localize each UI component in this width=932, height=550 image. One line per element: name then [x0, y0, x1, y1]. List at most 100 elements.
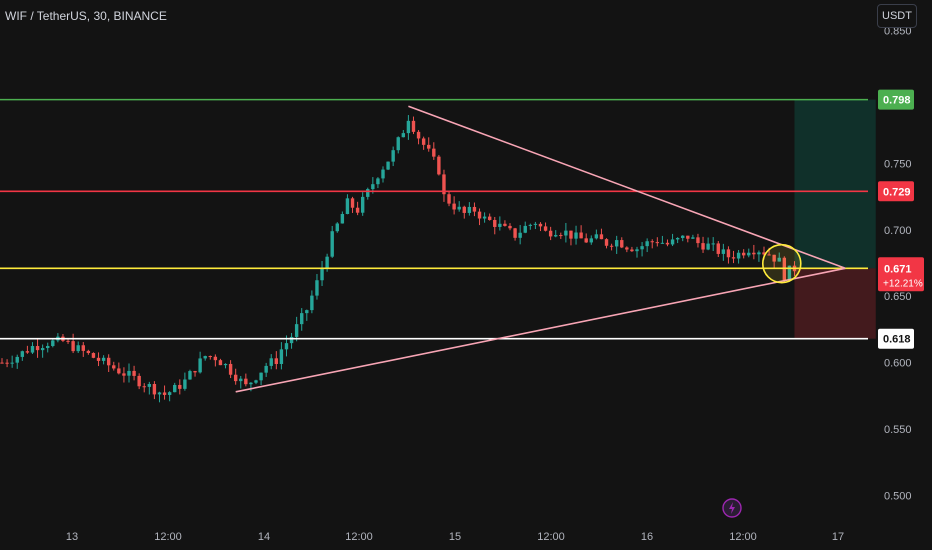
candle[interactable]	[279, 349, 284, 364]
candle[interactable]	[198, 358, 202, 373]
candle[interactable]	[203, 356, 207, 359]
candle[interactable]	[447, 194, 451, 204]
candle[interactable]	[46, 345, 50, 349]
candle[interactable]	[660, 242, 665, 244]
candle[interactable]	[30, 346, 35, 353]
candle[interactable]	[305, 310, 309, 314]
candle[interactable]	[360, 196, 365, 213]
candle[interactable]	[320, 268, 324, 281]
candle[interactable]	[264, 365, 268, 373]
lower-trendline[interactable]	[235, 267, 846, 393]
candle[interactable]	[315, 280, 319, 296]
candle[interactable]	[71, 341, 75, 352]
candle[interactable]	[609, 245, 614, 247]
candle[interactable]	[706, 243, 710, 250]
candle[interactable]	[482, 216, 487, 219]
candle[interactable]	[157, 392, 162, 395]
candle[interactable]	[696, 237, 700, 244]
candle[interactable]	[467, 206, 472, 213]
candle[interactable]	[269, 358, 273, 366]
candle[interactable]	[162, 392, 167, 395]
candle[interactable]	[142, 386, 146, 388]
candle[interactable]	[757, 252, 761, 255]
candle[interactable]	[599, 234, 604, 240]
candle[interactable]	[513, 228, 517, 238]
candle[interactable]	[223, 363, 228, 366]
candle[interactable]	[289, 336, 294, 344]
candle[interactable]	[173, 384, 177, 393]
highlight-circle[interactable]	[761, 243, 802, 284]
candle[interactable]	[772, 254, 776, 262]
candle[interactable]	[726, 249, 731, 258]
candle[interactable]	[355, 207, 360, 213]
candle[interactable]	[294, 324, 299, 337]
candle[interactable]	[345, 198, 350, 214]
candle[interactable]	[386, 161, 390, 170]
candle[interactable]	[777, 257, 781, 262]
candle[interactable]	[691, 237, 695, 239]
candle[interactable]	[767, 254, 771, 256]
candle[interactable]	[548, 230, 553, 237]
candle[interactable]	[249, 382, 253, 385]
candle[interactable]	[675, 237, 680, 240]
candle[interactable]	[117, 368, 121, 374]
candle[interactable]	[330, 231, 334, 257]
candle[interactable]	[10, 362, 14, 364]
candle[interactable]	[391, 150, 395, 162]
candle[interactable]	[635, 249, 639, 252]
candle[interactable]	[493, 219, 497, 227]
upper-trendline[interactable]	[408, 105, 846, 270]
currency-button[interactable]: USDT	[877, 4, 917, 28]
candle[interactable]	[533, 223, 538, 225]
candle[interactable]	[112, 365, 116, 369]
candle[interactable]	[106, 357, 111, 366]
candle[interactable]	[411, 120, 416, 132]
candle[interactable]	[218, 360, 223, 366]
candle[interactable]	[701, 243, 705, 250]
candle[interactable]	[508, 225, 512, 229]
candle[interactable]	[472, 206, 477, 212]
candle[interactable]	[528, 224, 533, 226]
candle[interactable]	[127, 370, 131, 376]
candle[interactable]	[579, 232, 583, 239]
candle[interactable]	[665, 242, 670, 245]
candle[interactable]	[310, 295, 314, 311]
candle[interactable]	[167, 392, 172, 395]
candle[interactable]	[401, 133, 406, 138]
candle[interactable]	[254, 380, 258, 383]
candle[interactable]	[5, 362, 9, 364]
candle[interactable]	[787, 265, 792, 281]
candle[interactable]	[366, 189, 370, 197]
candle[interactable]	[213, 356, 218, 361]
candle[interactable]	[574, 232, 578, 239]
candle[interactable]	[640, 246, 644, 250]
candle[interactable]	[25, 351, 30, 353]
candle[interactable]	[86, 350, 91, 354]
candle[interactable]	[559, 235, 563, 237]
candle[interactable]	[670, 239, 675, 245]
candle[interactable]	[477, 211, 482, 219]
candle[interactable]	[762, 252, 766, 255]
profit-zone[interactable]	[794, 99, 876, 269]
candle[interactable]	[442, 174, 446, 195]
candle[interactable]	[437, 156, 441, 175]
candle[interactable]	[147, 383, 152, 387]
candle[interactable]	[569, 230, 573, 239]
candle[interactable]	[604, 239, 609, 246]
candle[interactable]	[300, 313, 304, 325]
candle[interactable]	[259, 372, 263, 381]
candle[interactable]	[35, 346, 40, 351]
candle[interactable]	[747, 252, 751, 256]
candle[interactable]	[752, 252, 756, 255]
candle[interactable]	[721, 249, 726, 254]
loss-zone[interactable]	[794, 268, 876, 339]
candle[interactable]	[152, 383, 157, 395]
candle[interactable]	[620, 240, 624, 248]
candle[interactable]	[81, 345, 85, 351]
candle[interactable]	[452, 203, 456, 210]
candle[interactable]	[625, 247, 629, 250]
candle[interactable]	[183, 379, 187, 389]
candle[interactable]	[96, 357, 101, 361]
candle[interactable]	[228, 363, 233, 375]
